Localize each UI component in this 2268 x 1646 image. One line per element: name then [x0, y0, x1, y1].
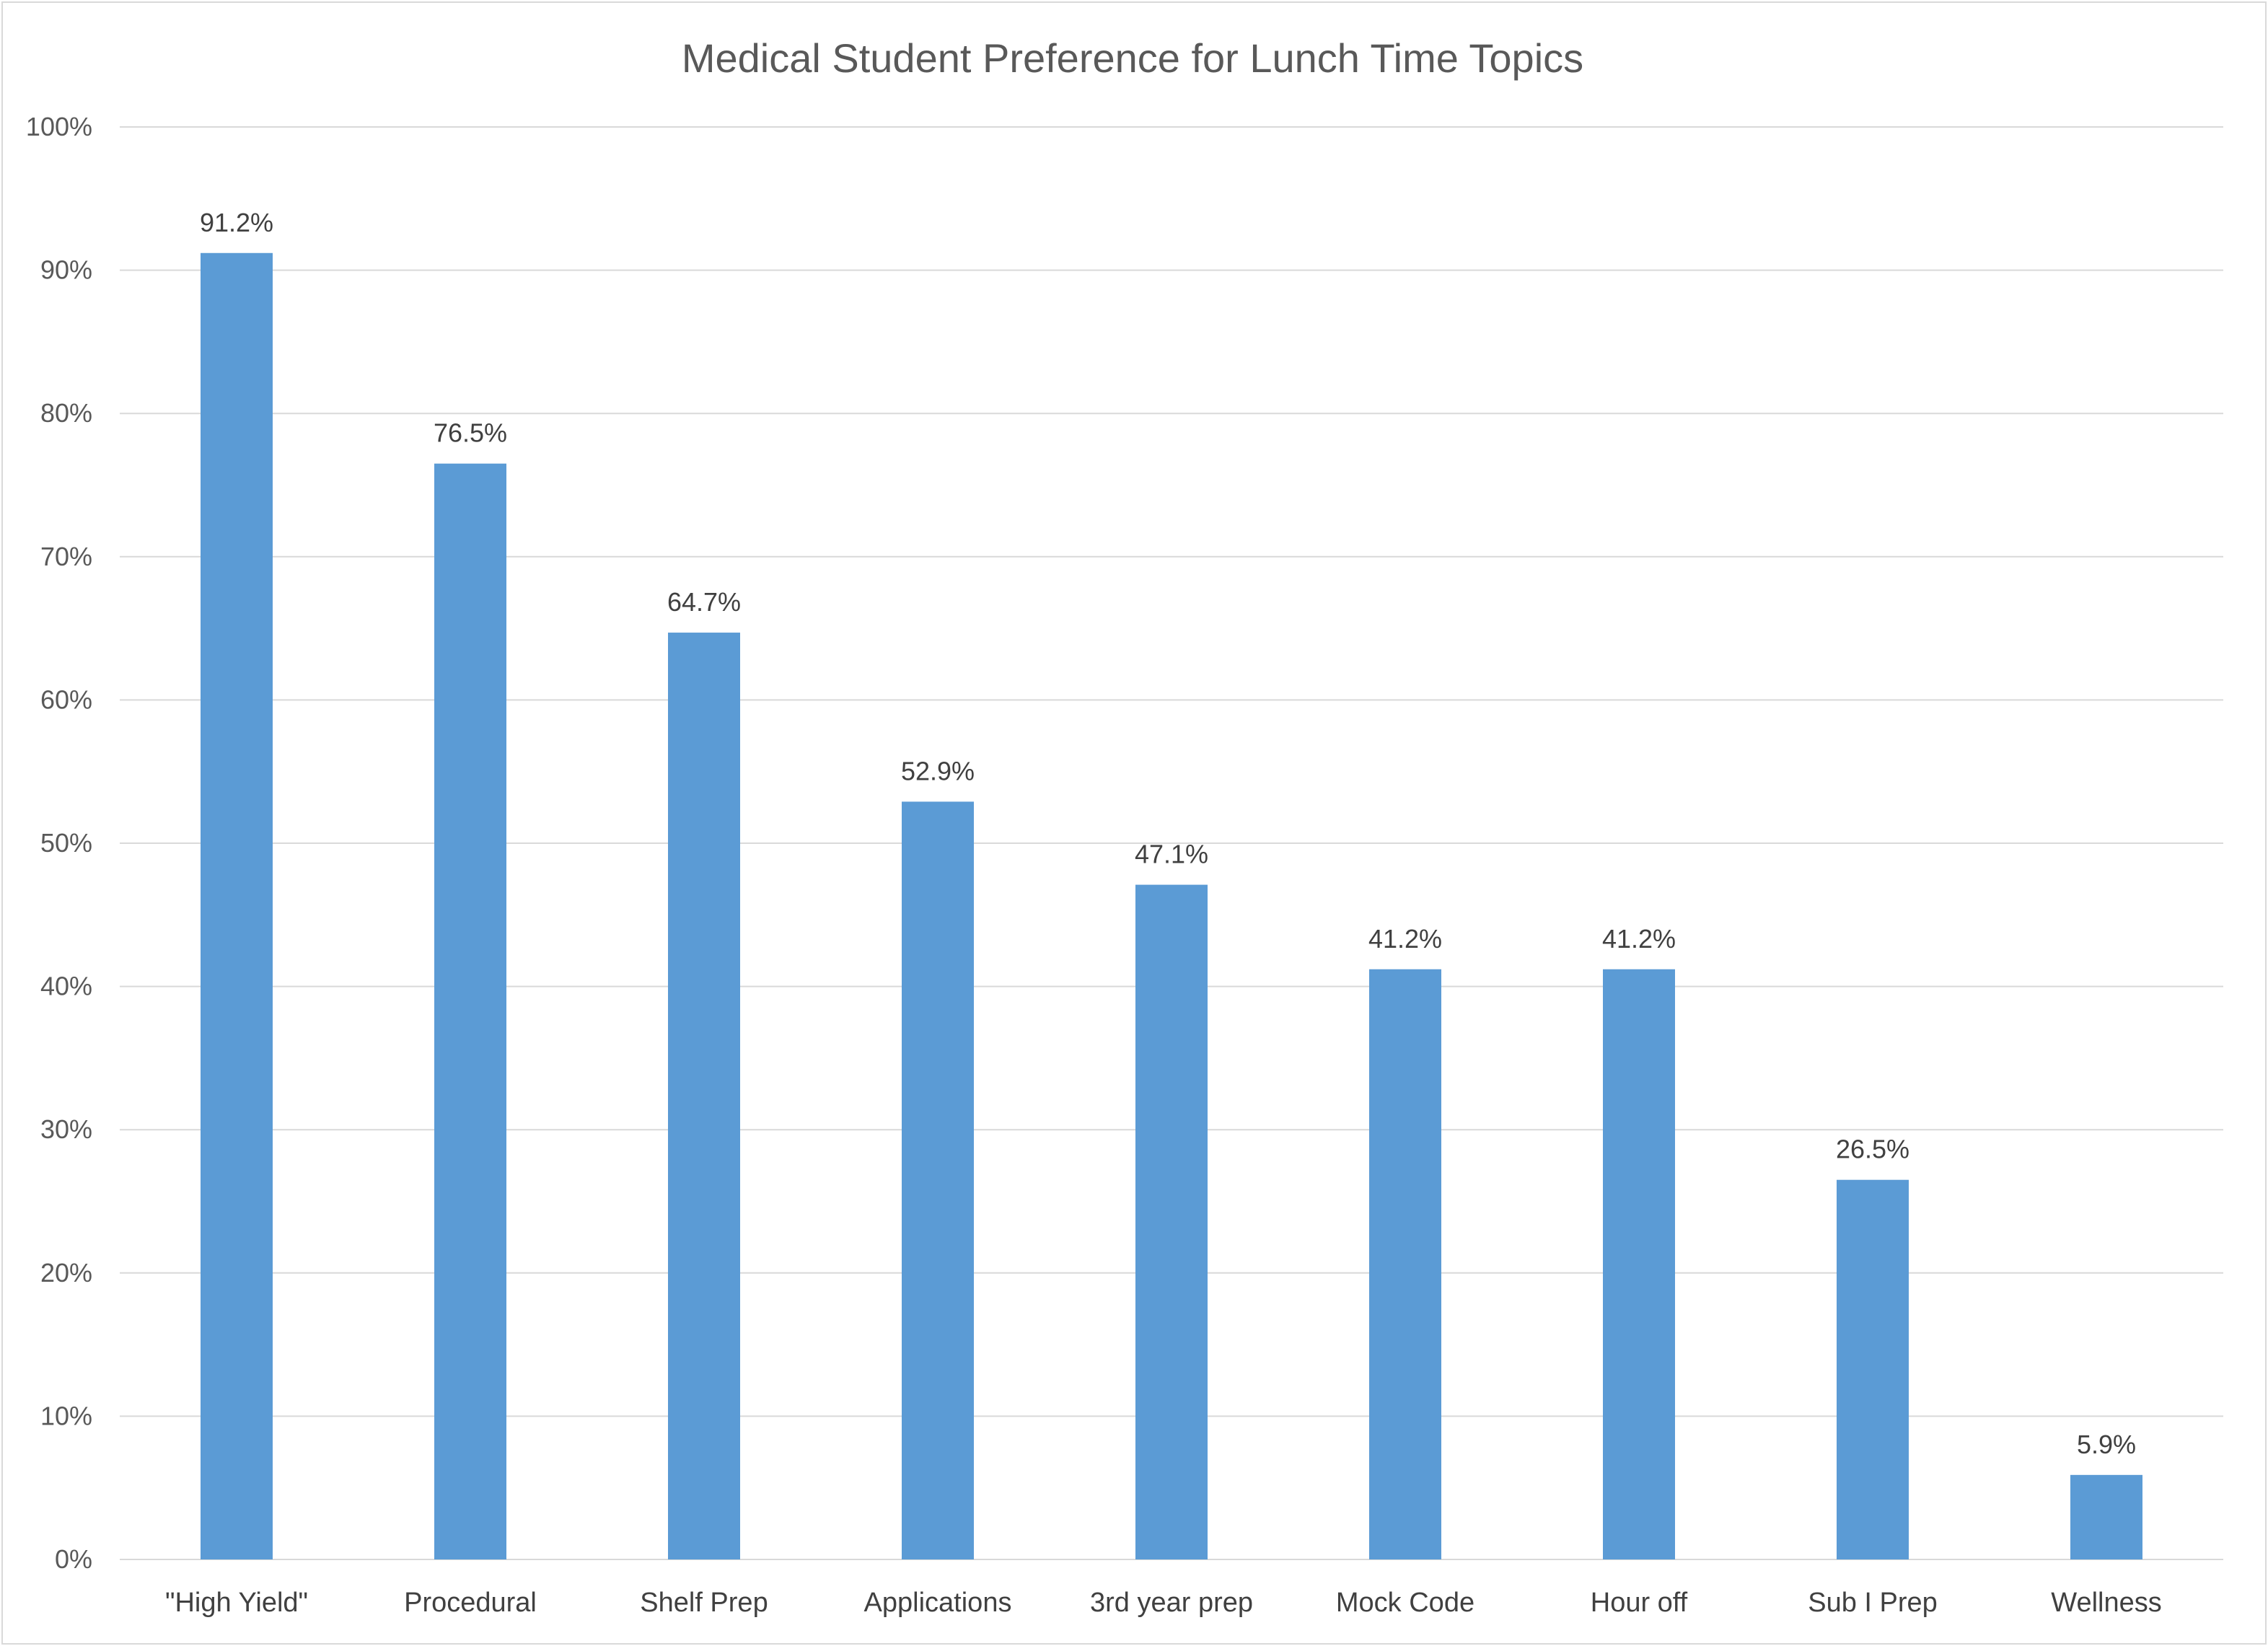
bar — [902, 801, 974, 1559]
data-label: 91.2% — [200, 208, 273, 237]
x-axis-category-labels: "High Yield" Procedural Shelf Prep Applicat… — [165, 1588, 2162, 1618]
x-category-label: Applications — [864, 1588, 1012, 1618]
x-category-label: Shelf Prep — [640, 1588, 768, 1618]
data-label: 76.5% — [434, 418, 507, 448]
bar — [1135, 884, 1208, 1559]
y-tick-label: 70% — [40, 542, 92, 571]
y-tick-label: 80% — [40, 398, 92, 428]
y-tick-label: 100% — [26, 112, 92, 141]
data-labels: 91.2% 76.5% 64.7% 52.9% 47.1% 41.2% 41.2% 26.5%… — [200, 208, 2136, 1459]
y-tick-label: 50% — [40, 828, 92, 858]
bars — [201, 252, 2142, 1560]
data-label: 41.2% — [1602, 924, 1676, 954]
bar — [1369, 969, 1441, 1559]
x-category-label: Mock Code — [1336, 1588, 1474, 1618]
x-category-label: Procedural — [404, 1588, 537, 1618]
y-tick-label: 40% — [40, 972, 92, 1001]
bar — [668, 633, 740, 1559]
x-category-label: Wellness — [2051, 1588, 2161, 1618]
x-category-label: Hour off — [1591, 1588, 1688, 1618]
bar — [434, 463, 506, 1560]
data-label: 52.9% — [901, 756, 975, 785]
chart-title: Medical Student Preference for Lunch Tim… — [682, 35, 1583, 81]
y-tick-label: 10% — [40, 1401, 92, 1430]
bar-chart: Medical Student Preference for Lunch Tim… — [26, 35, 2223, 1618]
data-label: 47.1% — [1135, 840, 1208, 869]
data-label: 5.9% — [2077, 1430, 2136, 1459]
y-tick-label: 60% — [40, 685, 92, 714]
x-category-label: 3rd year prep — [1090, 1588, 1253, 1618]
y-axis-tick-labels: 0% 10% 20% 30% 40% 50% 60% 70% 80% 90% 100% — [26, 112, 92, 1574]
bar — [1837, 1179, 1909, 1559]
x-category-label: Sub I Prep — [1808, 1588, 1938, 1618]
y-tick-label: 30% — [40, 1114, 92, 1144]
data-label: 26.5% — [1836, 1135, 1909, 1164]
bar — [2070, 1474, 2142, 1559]
bar — [201, 252, 273, 1559]
bar — [1603, 969, 1675, 1559]
x-category-label: "High Yield" — [165, 1588, 308, 1618]
y-tick-label: 20% — [40, 1258, 92, 1288]
y-tick-label: 90% — [40, 255, 92, 285]
data-label: 41.2% — [1368, 924, 1442, 954]
y-tick-label: 0% — [55, 1544, 92, 1574]
data-label: 64.7% — [667, 587, 741, 617]
